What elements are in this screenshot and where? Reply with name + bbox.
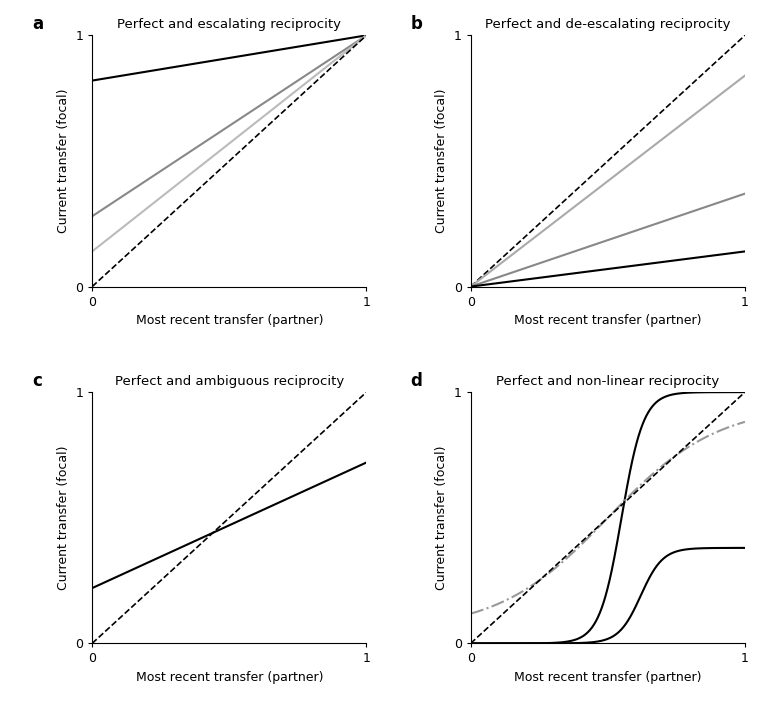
Text: d: d: [410, 372, 422, 390]
Text: a: a: [31, 16, 43, 33]
Title: Perfect and ambiguous reciprocity: Perfect and ambiguous reciprocity: [114, 375, 344, 388]
Y-axis label: Current transfer (focal): Current transfer (focal): [57, 445, 70, 590]
X-axis label: Most recent transfer (partner): Most recent transfer (partner): [514, 671, 701, 684]
Title: Perfect and non-linear reciprocity: Perfect and non-linear reciprocity: [496, 375, 720, 388]
Y-axis label: Current transfer (focal): Current transfer (focal): [435, 88, 448, 233]
Text: b: b: [410, 16, 422, 33]
X-axis label: Most recent transfer (partner): Most recent transfer (partner): [136, 314, 323, 327]
Y-axis label: Current transfer (focal): Current transfer (focal): [57, 88, 70, 233]
Text: c: c: [31, 372, 41, 390]
Y-axis label: Current transfer (focal): Current transfer (focal): [435, 445, 448, 590]
X-axis label: Most recent transfer (partner): Most recent transfer (partner): [136, 671, 323, 684]
X-axis label: Most recent transfer (partner): Most recent transfer (partner): [514, 314, 701, 327]
Title: Perfect and de-escalating reciprocity: Perfect and de-escalating reciprocity: [485, 18, 730, 31]
Title: Perfect and escalating reciprocity: Perfect and escalating reciprocity: [118, 18, 341, 31]
